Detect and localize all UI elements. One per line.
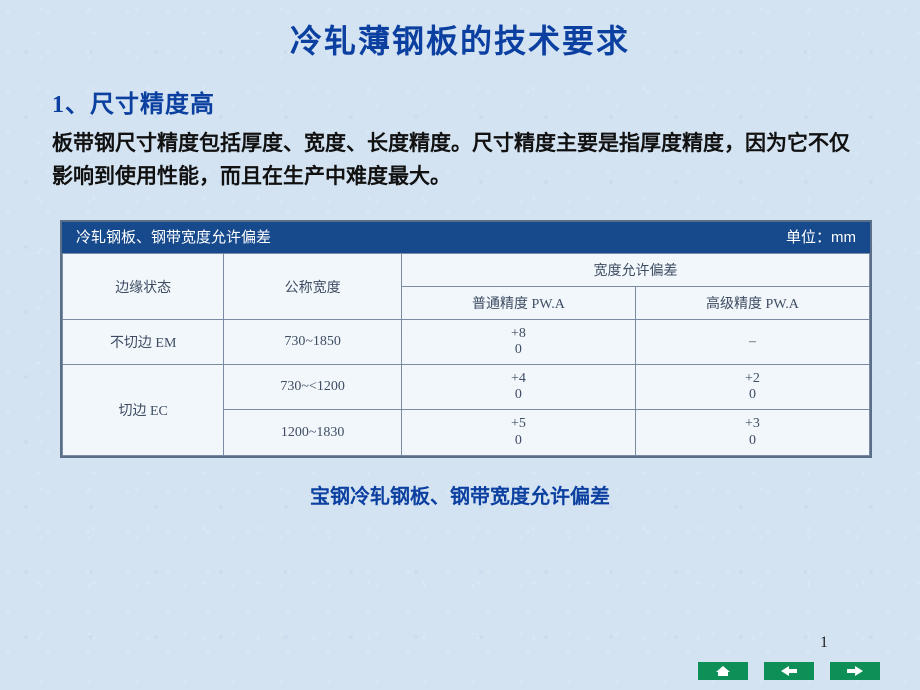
col-edge: 边缘状态 <box>63 254 224 320</box>
section-heading-text: 、尺寸精度高 <box>65 92 215 118</box>
tol-top: +8 <box>406 326 631 342</box>
table-header-row-1: 边缘状态 公称宽度 宽度允许偏差 <box>63 254 870 287</box>
cell-high: – <box>635 320 869 365</box>
home-button[interactable] <box>698 662 748 680</box>
cell-normal: +5 0 <box>401 410 635 455</box>
tol-top: +3 <box>640 416 865 432</box>
table-title-left: 冷轧钢板、钢带宽度允许偏差 <box>76 226 271 247</box>
table-row: 切边 EC 730~<1200 +4 0 +2 0 <box>63 365 870 410</box>
cell-high: +3 0 <box>635 410 869 455</box>
prev-button[interactable] <box>764 662 814 680</box>
page-title: 冷轧薄钢板的技术要求 <box>0 0 920 62</box>
tolerance-table: 冷轧钢板、钢带宽度允许偏差 单位：mm 边缘状态 公称宽度 宽度允许偏差 普通精… <box>60 220 872 458</box>
page-number: 1 <box>820 634 828 652</box>
tol-bot: 0 <box>640 433 865 449</box>
table-title-right: 单位：mm <box>786 226 856 247</box>
col-normal: 普通精度 PW.A <box>401 287 635 320</box>
col-tolerance-group: 宽度允许偏差 <box>401 254 869 287</box>
nav-buttons <box>698 662 880 680</box>
table-caption: 宝钢冷轧钢板、钢带宽度允许偏差 <box>0 480 920 509</box>
tol-top: +2 <box>640 371 865 387</box>
table-body: 边缘状态 公称宽度 宽度允许偏差 普通精度 PW.A 高级精度 PW.A 不切边… <box>62 253 870 456</box>
cell-normal: +8 0 <box>401 320 635 365</box>
section-body: 板带钢尺寸精度包括厚度、宽度、长度精度。尺寸精度主要是指厚度精度，因为它不仅影响… <box>52 127 860 192</box>
tol-top: +5 <box>406 416 631 432</box>
cell-edge: 不切边 EM <box>63 320 224 365</box>
tol-bot: 0 <box>406 342 631 358</box>
cell-nominal: 730~<1200 <box>224 365 402 410</box>
tol-bot: 0 <box>406 433 631 449</box>
col-nominal: 公称宽度 <box>224 254 402 320</box>
cell-nominal: 1200~1830 <box>224 410 402 455</box>
tol-top: – <box>640 334 865 350</box>
table-row: 不切边 EM 730~1850 +8 0 – <box>63 320 870 365</box>
cell-normal: +4 0 <box>401 365 635 410</box>
cell-nominal: 730~1850 <box>224 320 402 365</box>
tol-top: +4 <box>406 371 631 387</box>
cell-high: +2 0 <box>635 365 869 410</box>
prev-icon <box>781 666 797 676</box>
table-title-bar: 冷轧钢板、钢带宽度允许偏差 单位：mm <box>62 222 870 253</box>
home-icon <box>714 665 732 677</box>
next-button[interactable] <box>830 662 880 680</box>
section-number: 1 <box>52 92 65 118</box>
section-heading: 1、尺寸精度高 <box>52 84 920 119</box>
tol-bot: 0 <box>406 387 631 403</box>
tol-bot: 0 <box>640 387 865 403</box>
cell-edge: 切边 EC <box>63 365 224 455</box>
col-high: 高级精度 PW.A <box>635 287 869 320</box>
next-icon <box>847 666 863 676</box>
